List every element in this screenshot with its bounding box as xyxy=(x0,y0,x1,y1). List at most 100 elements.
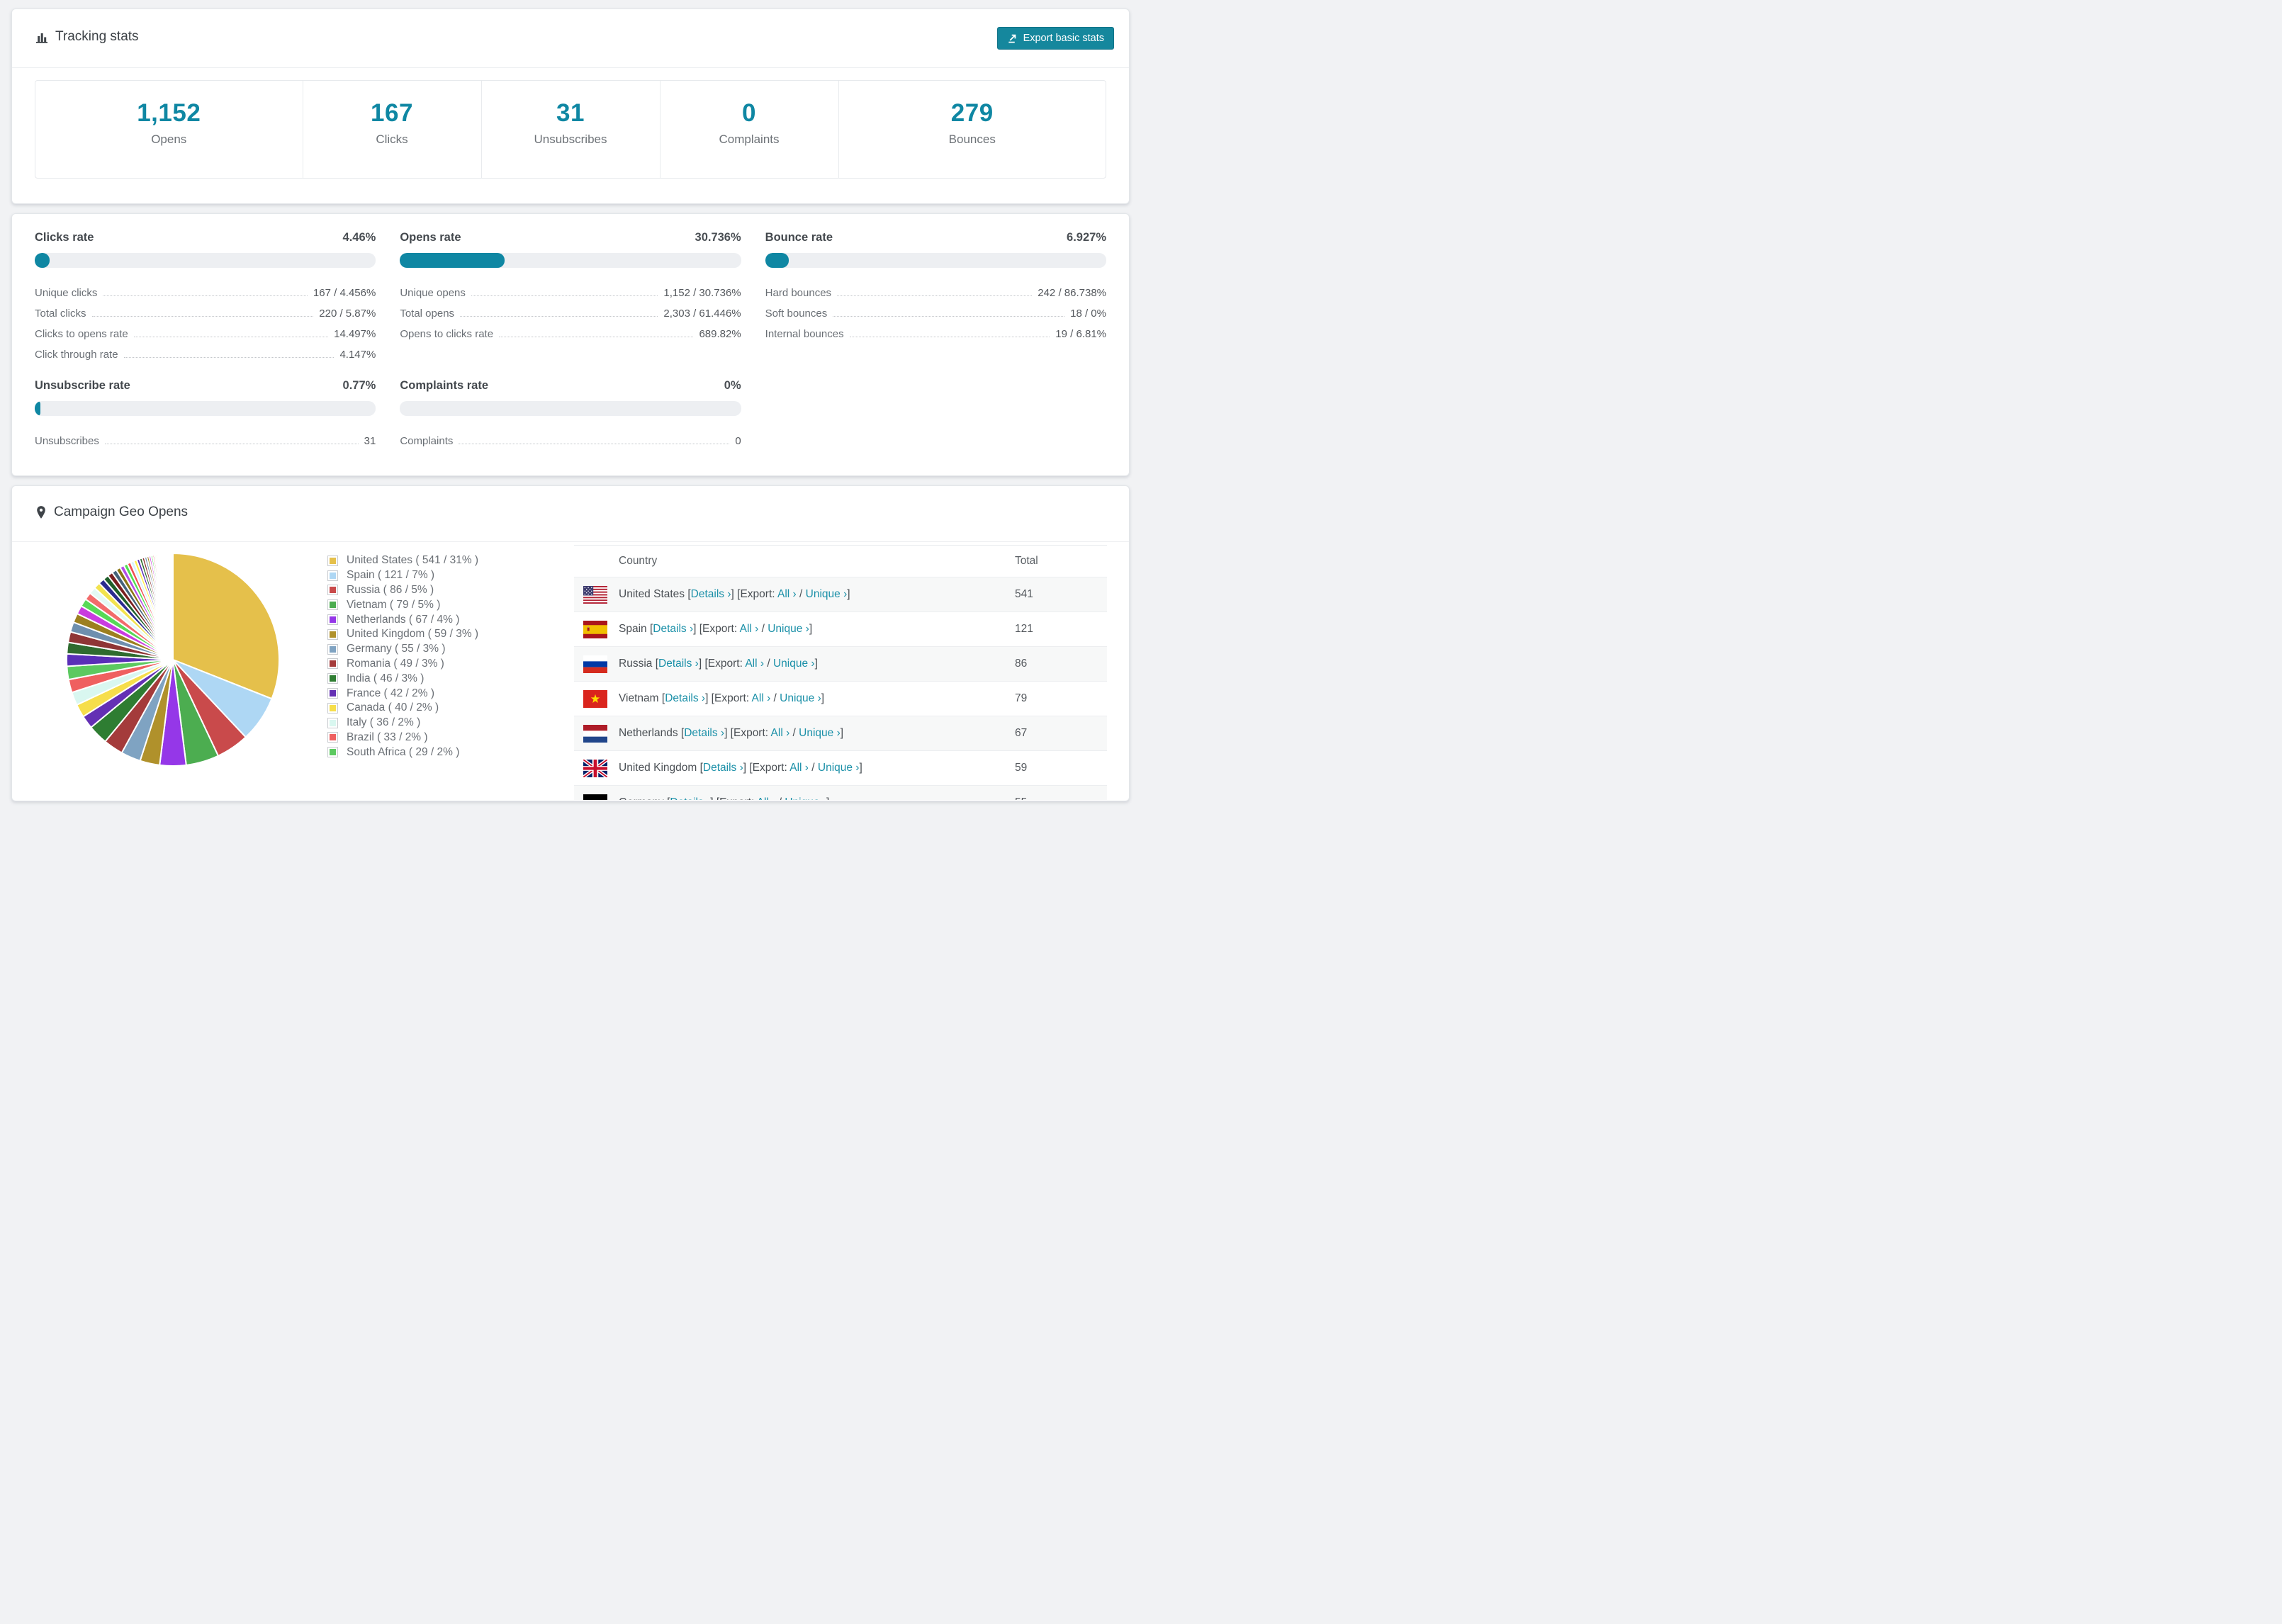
rate-detail-value: 14.497% xyxy=(334,327,376,340)
rate-value: 6.927% xyxy=(1067,231,1106,244)
dotted-leader xyxy=(91,316,314,317)
legend-item: South Africa ( 29 / 2% ) xyxy=(327,745,478,760)
details-link[interactable]: Details › xyxy=(658,658,699,670)
legend-item: Spain ( 121 / 7% ) xyxy=(327,568,478,583)
legend-swatch xyxy=(327,673,338,684)
export-unique-link[interactable]: Unique › xyxy=(799,727,841,739)
legend-item: India ( 46 / 3% ) xyxy=(327,671,478,686)
legend-label: Vietnam ( 79 / 5% ) xyxy=(347,598,441,611)
legend-item: Netherlands ( 67 / 4% ) xyxy=(327,612,478,627)
slash-text: / xyxy=(808,762,818,774)
legend-label: France ( 42 / 2% ) xyxy=(347,687,435,699)
rates-grid: Clicks rate 4.46% Unique clicks 167 / 4.456… xyxy=(35,231,1106,447)
pie-slice xyxy=(172,553,280,700)
details-link[interactable]: Details › xyxy=(684,727,725,739)
bracket-text: ] xyxy=(859,762,862,774)
export-all-link[interactable]: All › xyxy=(777,588,797,600)
legend-label: Netherlands ( 67 / 4% ) xyxy=(347,613,460,626)
legend-swatch xyxy=(327,702,338,714)
stat-value: 0 xyxy=(742,99,756,127)
rate-block: Complaints rate 0% Complaints 0 xyxy=(400,379,741,447)
table-row: United Kingdom [Details ›] [Export: All … xyxy=(574,750,1107,785)
legend-label: Germany ( 55 / 3% ) xyxy=(347,643,446,655)
export-basic-stats-button[interactable]: Export basic stats xyxy=(996,27,1114,50)
legend-label: Romania ( 49 / 3% ) xyxy=(347,657,444,670)
bracket-text: [ xyxy=(667,796,670,800)
export-all-link[interactable]: All › xyxy=(745,658,765,670)
export-unique-link[interactable]: Unique › xyxy=(780,692,821,704)
export-unique-link[interactable]: Unique › xyxy=(805,588,848,600)
legend-label: South Africa ( 29 / 2% ) xyxy=(347,745,460,758)
legend-label: Italy ( 36 / 2% ) xyxy=(347,716,421,729)
rate-title: Opens rate xyxy=(400,231,461,244)
rate-block: Unsubscribe rate 0.77% Unsubscribes 31 xyxy=(35,379,376,447)
stat-label: Clicks xyxy=(376,132,408,146)
map-pin-icon xyxy=(37,506,45,519)
stat-cell: 31 Unsubscribes xyxy=(480,81,660,178)
dotted-leader xyxy=(123,357,335,358)
stat-cell: 167 Clicks xyxy=(302,81,481,178)
rate-detail-label: Unique opens xyxy=(400,286,466,299)
export-all-link[interactable]: All › xyxy=(757,796,776,800)
details-link[interactable]: Details › xyxy=(665,692,706,704)
rate-detail-value: 242 / 86.738% xyxy=(1038,286,1106,299)
rate-detail-row: Total clicks 220 / 5.87% xyxy=(35,299,376,320)
export-all-link[interactable]: All › xyxy=(751,692,771,704)
legend-swatch xyxy=(327,585,338,596)
total-cell: 79 xyxy=(1015,692,1028,704)
rate-detail-label: Opens to clicks rate xyxy=(400,327,494,340)
details-link[interactable]: Details › xyxy=(690,588,731,600)
progress-bar-fill xyxy=(765,253,789,268)
legend-swatch xyxy=(327,599,338,611)
details-link[interactable]: Details › xyxy=(702,762,743,774)
export-all-link[interactable]: All › xyxy=(789,762,809,774)
rate-title: Clicks rate xyxy=(35,231,94,244)
details-link[interactable]: Details › xyxy=(653,623,694,635)
slash-text: / xyxy=(764,658,773,670)
export-unique-link[interactable]: Unique › xyxy=(768,623,809,635)
country-cell: Netherlands [Details ›] [Export: All › /… xyxy=(619,727,1015,740)
legend-label: India ( 46 / 3% ) xyxy=(347,672,425,684)
rate-value: 0% xyxy=(724,379,741,392)
total-cell: 67 xyxy=(1015,727,1028,739)
rates-card: Clicks rate 4.46% Unique clicks 167 / 4.456… xyxy=(11,213,1130,476)
rate-detail-label: Unique clicks xyxy=(35,286,98,299)
geo-pie-chart xyxy=(64,551,282,772)
rate-detail-label: Complaints xyxy=(400,434,454,447)
tracking-stats-title-text: Tracking stats xyxy=(55,29,139,44)
rate-detail-row: Internal bounces 19 / 6.81% xyxy=(765,320,1106,340)
bracket-text: [ xyxy=(680,727,685,739)
export-all-link[interactable]: All › xyxy=(770,727,790,739)
legend-swatch xyxy=(327,688,338,699)
country-column-header: Country xyxy=(619,555,658,567)
legend-item: Canada ( 40 / 2% ) xyxy=(327,701,478,716)
country-name: United Kingdom xyxy=(619,762,700,774)
rate-detail-label: Internal bounces xyxy=(765,327,844,340)
rate-detail-label: Total opens xyxy=(400,307,455,320)
country-name: Spain xyxy=(619,623,650,635)
country-cell: United Kingdom [Details ›] [Export: All … xyxy=(619,762,1015,774)
rate-detail-label: Click through rate xyxy=(35,348,118,361)
export-unique-link[interactable]: Unique › xyxy=(772,658,815,670)
country-name: Russia xyxy=(619,658,656,670)
export-all-link[interactable]: All › xyxy=(739,623,759,635)
rate-detail-value: 220 / 5.87% xyxy=(319,307,376,320)
tracking-stats-title: Tracking stats xyxy=(35,29,139,45)
dotted-leader xyxy=(471,295,658,296)
bracket-text: [ xyxy=(699,762,703,774)
rate-value: 0.77% xyxy=(342,379,376,392)
progress-bar-track xyxy=(35,253,376,268)
details-link[interactable]: Details › xyxy=(670,796,710,800)
rate-detail-row: Complaints 0 xyxy=(400,427,741,447)
table-row: Netherlands [Details ›] [Export: All › /… xyxy=(574,716,1107,750)
progress-bar-fill xyxy=(35,253,50,268)
rate-title: Complaints rate xyxy=(400,379,489,392)
stat-value: 1,152 xyxy=(137,99,201,127)
geo-table-container: Country Total United States [Details ›] … xyxy=(574,545,1107,800)
legend-swatch xyxy=(327,747,338,758)
export-unique-link[interactable]: Unique › xyxy=(817,762,860,774)
legend-label: Canada ( 40 / 2% ) xyxy=(347,701,439,714)
gb-flag-icon xyxy=(583,759,607,777)
rate-detail-row: Opens to clicks rate 689.82% xyxy=(400,320,741,340)
export-unique-link[interactable]: Unique › xyxy=(785,796,826,800)
